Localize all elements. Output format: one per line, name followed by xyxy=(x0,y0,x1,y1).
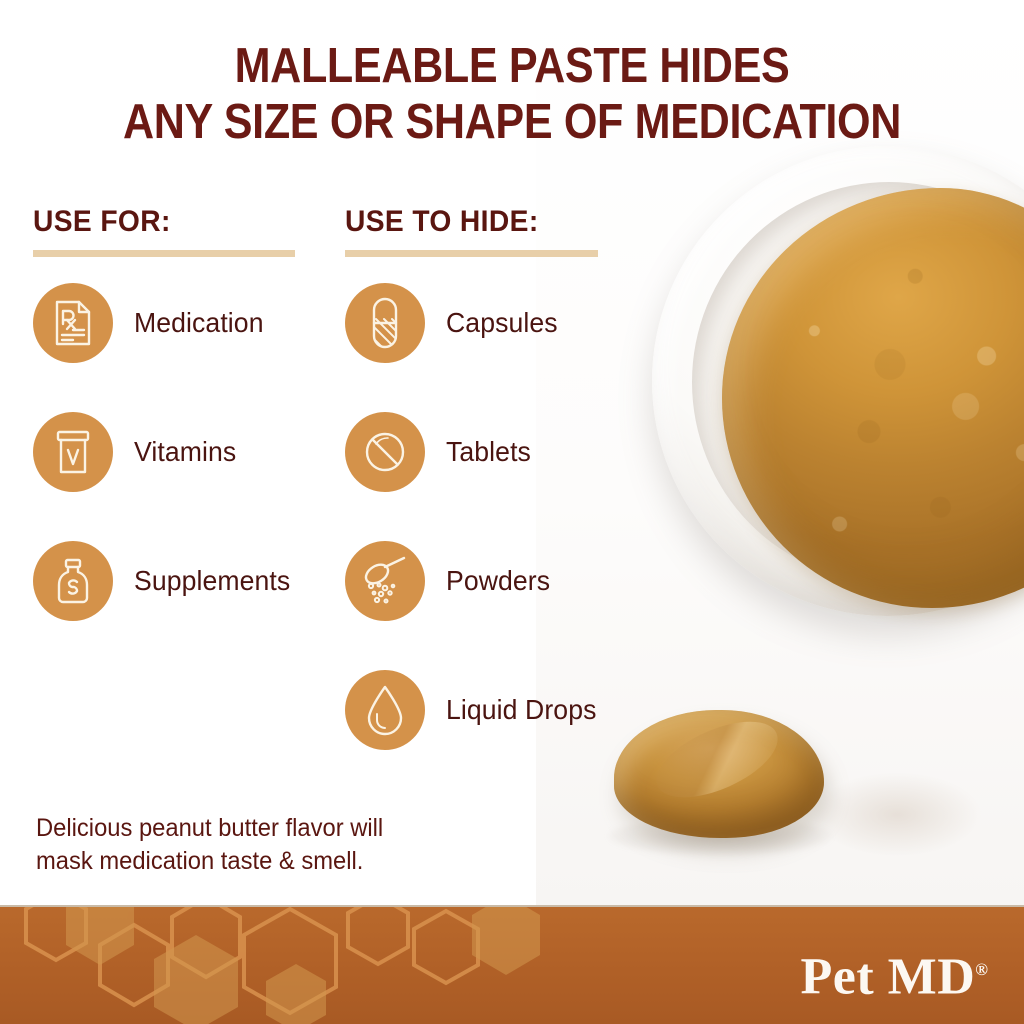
column-divider-use-to-hide xyxy=(345,250,598,257)
list-item[interactable]: Vitamins xyxy=(33,412,333,492)
paste-ball xyxy=(614,710,824,838)
column-divider-use-for xyxy=(33,250,295,257)
product-photo xyxy=(536,0,1024,905)
list-item-label: Tablets xyxy=(446,436,531,467)
prescription-icon xyxy=(33,283,113,363)
caption-line-2: mask medication taste & smell. xyxy=(36,847,364,875)
registered-trademark-symbol: ® xyxy=(975,960,988,979)
list-item-label: Powders xyxy=(446,565,551,596)
brand-footer: Pet MD® xyxy=(0,905,1024,1024)
column-heading-use-to-hide: USE TO HIDE: xyxy=(345,205,539,238)
list-item-label: Supplements xyxy=(134,565,291,596)
list-item[interactable]: Supplements xyxy=(33,541,333,621)
feature-list-use-to-hide: Capsules Tablets xyxy=(345,283,645,750)
photo-background xyxy=(536,0,1024,905)
list-item[interactable]: Medication xyxy=(33,283,333,363)
pill-bottle-icon xyxy=(33,412,113,492)
column-use-to-hide: USE TO HIDE: xyxy=(345,206,645,750)
caption-line-1: Delicious peanut butter flavor will xyxy=(36,814,384,842)
droplet-icon xyxy=(345,670,425,750)
tablet-icon xyxy=(345,412,425,492)
column-use-for: USE FOR: Medication xyxy=(33,206,333,621)
paste-in-bowl xyxy=(722,188,1024,608)
list-item-label: Vitamins xyxy=(134,436,237,467)
list-item[interactable]: Tablets xyxy=(345,412,645,492)
list-item[interactable]: Liquid Drops xyxy=(345,670,645,750)
brand-logo: Pet MD® xyxy=(801,943,989,1004)
flavor-caption: Delicious peanut butter flavor will mask… xyxy=(36,812,483,878)
list-item-label: Liquid Drops xyxy=(446,694,597,725)
capsule-icon xyxy=(345,283,425,363)
list-item[interactable]: Capsules xyxy=(345,283,645,363)
list-item-label: Capsules xyxy=(446,307,558,338)
headline-line-1: MALLEABLE PASTE HIDES xyxy=(234,39,790,93)
hexagon-pattern-footer xyxy=(24,907,540,1024)
feature-list-use-for: Medication Vitamins xyxy=(33,283,333,621)
brand-name: Pet MD xyxy=(800,948,976,1006)
headline-line-2: ANY SIZE OR SHAPE OF MEDICATION xyxy=(122,95,902,149)
column-heading-use-for: USE FOR: xyxy=(33,205,171,238)
supplement-bottle-icon xyxy=(33,541,113,621)
list-item-label: Medication xyxy=(134,307,264,338)
list-item[interactable]: Powders xyxy=(345,541,645,621)
spoon-powder-icon xyxy=(345,541,425,621)
page-title: MALLEABLE PASTE HIDES ANY SIZE OR SHAPE … xyxy=(61,38,962,150)
